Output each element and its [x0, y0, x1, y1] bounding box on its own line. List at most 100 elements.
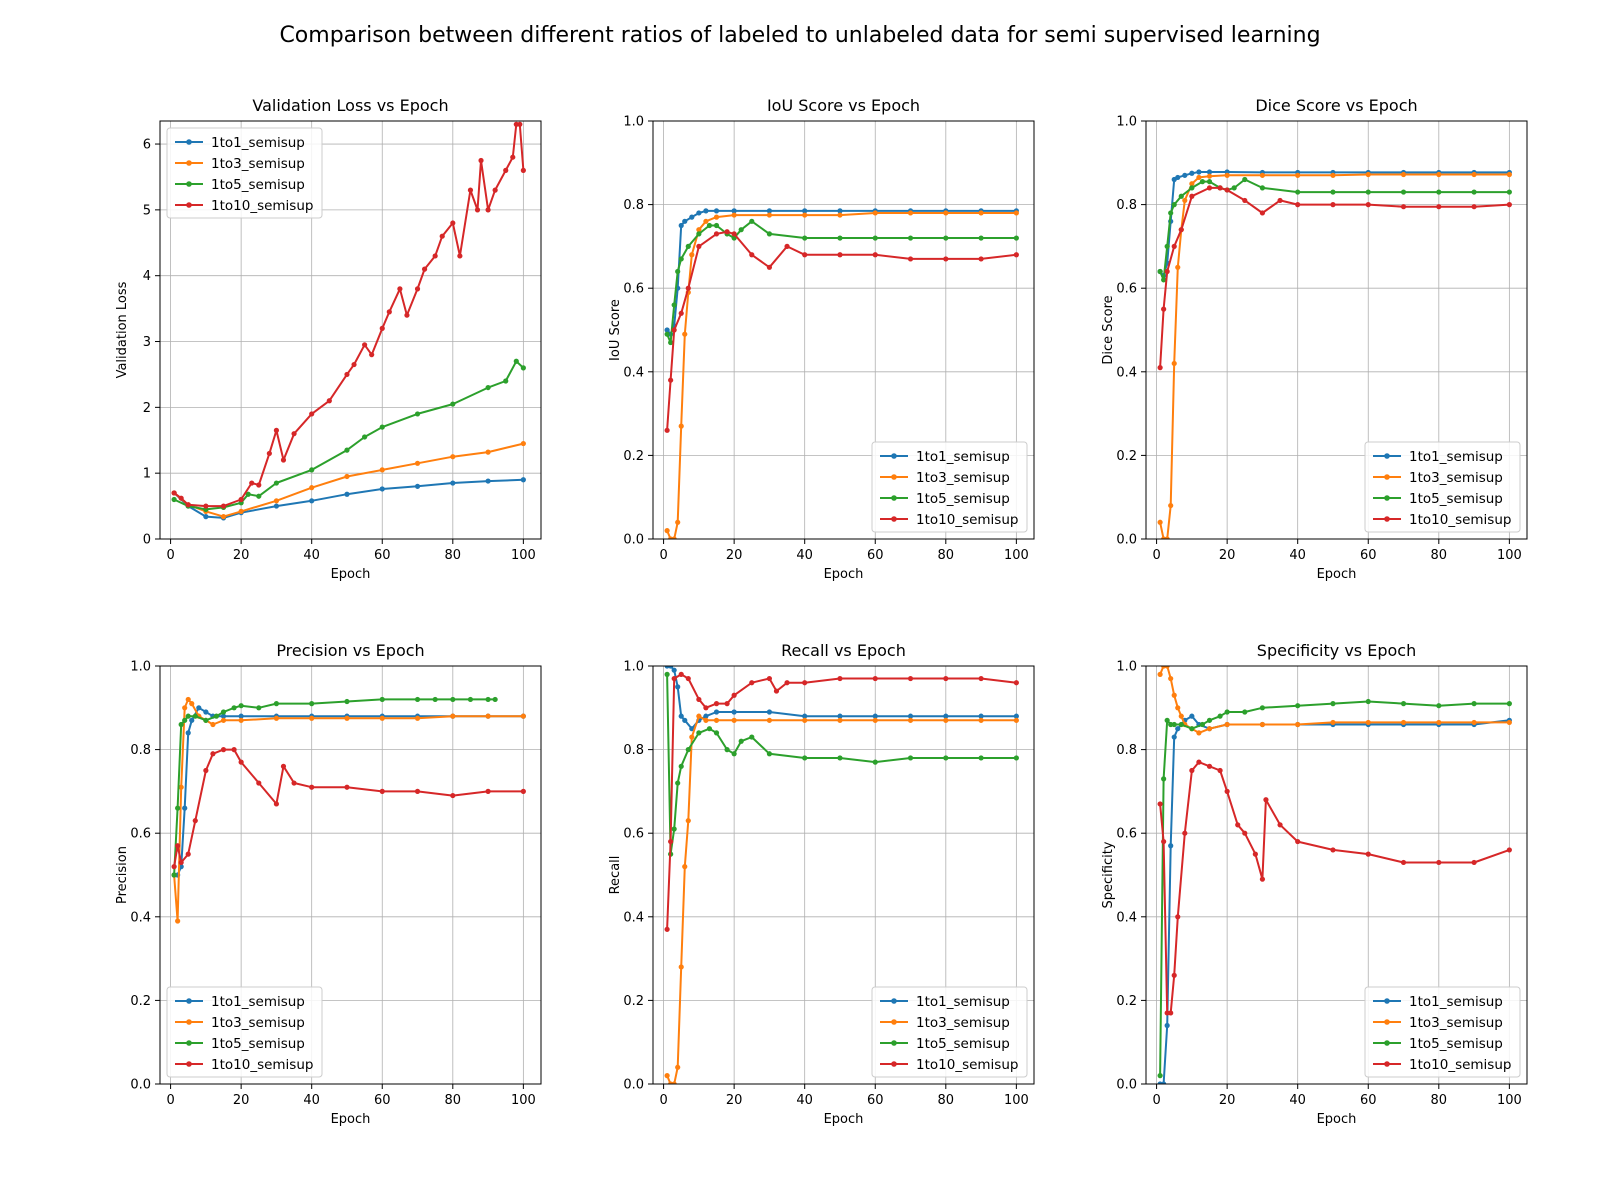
series-line-1to5-semisup — [1159, 178, 1510, 281]
data-point-1to10-semisup — [724, 229, 730, 235]
data-point-1to1-semisup — [1182, 172, 1188, 178]
data-point-1to10-semisup — [210, 751, 216, 757]
axes-frame — [652, 120, 1035, 540]
x-tick-label: 100 — [1004, 548, 1029, 563]
data-point-1to5-semisup — [1330, 189, 1336, 195]
data-point-1to10-semisup — [1178, 227, 1184, 233]
chart-title: Validation Loss vs Epoch — [252, 96, 448, 115]
legend: 1to1_semisup 1to3_semisup 1to5_semisup 1to1… — [871, 441, 1028, 533]
data-point-1to3-semisup — [1206, 173, 1213, 179]
data-point-1to5-semisup — [668, 339, 674, 346]
data-point-1to10-semisup — [280, 763, 287, 769]
data-point-1to10-semisup — [492, 187, 498, 193]
data-point-1to10-semisup — [1217, 767, 1223, 774]
data-point-1to3-semisup — [872, 717, 878, 723]
data-point-1to10-semisup — [907, 675, 914, 682]
data-point-1to1-semisup — [689, 214, 695, 220]
data-point-1to10-semisup — [280, 457, 287, 463]
data-point-1to5-semisup — [1164, 717, 1170, 723]
series-line-1to10-semisup — [666, 230, 1017, 431]
data-point-1to10-semisup — [696, 243, 702, 249]
y-tick-label: 0.8 — [623, 743, 644, 758]
legend-box — [1364, 441, 1521, 533]
x-tick-label: 80 — [445, 548, 462, 563]
chart-title: Dice Score vs Epoch — [1255, 96, 1417, 115]
data-point-1to10-semisup — [978, 675, 984, 682]
data-point-1to10-semisup — [731, 692, 737, 698]
data-point-1to1-semisup — [309, 498, 315, 504]
data-point-1to5-semisup — [978, 235, 984, 241]
data-point-1to10-semisup — [503, 167, 509, 173]
data-point-1to5-semisup — [978, 755, 984, 761]
data-point-1to5-semisup — [213, 713, 220, 719]
data-point-1to1-semisup — [450, 480, 456, 486]
series-line-1to5-semisup — [173, 360, 525, 511]
x-tick-label: 40 — [796, 1093, 813, 1108]
data-point-1to10-semisup — [1436, 204, 1442, 210]
data-point-1to5-semisup — [379, 696, 385, 703]
data-point-1to5-semisup — [1206, 717, 1213, 723]
data-point-1to5-semisup — [1013, 755, 1019, 761]
data-point-1to10-semisup — [386, 309, 392, 315]
x-tick-label: 20 — [726, 548, 743, 563]
data-point-1to5-semisup — [273, 701, 280, 707]
data-point-1to1-semisup — [802, 713, 808, 719]
x-axis-label: Epoch — [824, 567, 864, 582]
x-tick-label: 0 — [659, 1093, 667, 1108]
legend-label-1to5-semisup: 1to5_semisup — [916, 491, 1010, 507]
data-point-1to1-semisup — [203, 514, 209, 520]
data-point-1to5-semisup — [1400, 701, 1407, 707]
data-point-1to10-semisup — [171, 490, 177, 496]
data-point-1to5-semisup — [671, 826, 677, 832]
data-point-1to10-semisup — [510, 154, 516, 160]
chart-title: Recall vs Epoch — [781, 641, 906, 660]
data-point-1to10-semisup — [1295, 838, 1301, 845]
data-point-1to3-semisup — [1365, 719, 1371, 726]
data-point-1to5-semisup — [231, 705, 237, 711]
data-point-1to3-semisup — [907, 210, 914, 216]
data-point-1to5-semisup — [872, 759, 878, 765]
data-point-1to3-semisup — [1171, 360, 1177, 367]
legend-swatch-marker — [1384, 1019, 1390, 1025]
data-point-1to10-semisup — [1365, 851, 1371, 857]
data-point-1to3-semisup — [1330, 172, 1336, 178]
data-point-1to10-semisup — [1506, 847, 1512, 853]
data-point-1to5-semisup — [503, 378, 509, 384]
data-point-1to10-semisup — [1182, 830, 1188, 836]
data-point-1to1-semisup — [766, 709, 773, 715]
legend-swatch-marker — [891, 998, 897, 1004]
data-point-1to3-semisup — [907, 717, 914, 723]
series-line-1to1-semisup — [173, 478, 524, 519]
data-point-1to1-semisup — [1168, 843, 1174, 849]
data-point-1to5-semisup — [1161, 277, 1167, 283]
y-tick-label: 0.0 — [130, 1078, 151, 1093]
data-point-1to3-semisup — [696, 227, 702, 233]
x-tick-label: 60 — [1360, 548, 1377, 563]
chart-panels: 0 20 40 60 80 100 0 1 2 3 4 5 6 Validation Loss vs Ep… — [115, 96, 1528, 1127]
data-point-1to5-semisup — [414, 696, 421, 703]
x-axis-label: Epoch — [1317, 1112, 1357, 1127]
y-tick-label: 0.2 — [1116, 994, 1137, 1009]
data-point-1to1-semisup — [664, 327, 670, 333]
data-point-1to3-semisup — [1506, 719, 1512, 726]
data-point-1to10-semisup — [668, 377, 674, 383]
data-point-1to1-semisup — [682, 218, 688, 224]
data-point-1to5-semisup — [1189, 726, 1195, 732]
x-tick-label: 60 — [867, 548, 884, 563]
data-point-1to3-semisup — [344, 715, 350, 721]
x-tick-label: 100 — [1497, 548, 1522, 563]
data-point-1to10-semisup — [249, 480, 255, 486]
data-point-1to10-semisup — [1242, 197, 1248, 204]
data-point-1to5-semisup — [1365, 189, 1371, 195]
data-point-1to5-semisup — [450, 696, 456, 703]
data-point-1to3-semisup — [671, 536, 677, 539]
data-point-1to10-semisup — [766, 675, 773, 682]
data-point-1to3-semisup — [185, 696, 191, 703]
data-point-1to5-semisup — [171, 496, 177, 503]
data-point-1to10-semisup — [520, 788, 526, 795]
data-point-1to3-semisup — [520, 440, 526, 447]
data-point-1to5-semisup — [766, 231, 773, 237]
data-point-1to5-semisup — [1168, 210, 1174, 216]
data-point-1to1-semisup — [1196, 169, 1202, 175]
data-point-1to10-semisup — [379, 788, 385, 795]
